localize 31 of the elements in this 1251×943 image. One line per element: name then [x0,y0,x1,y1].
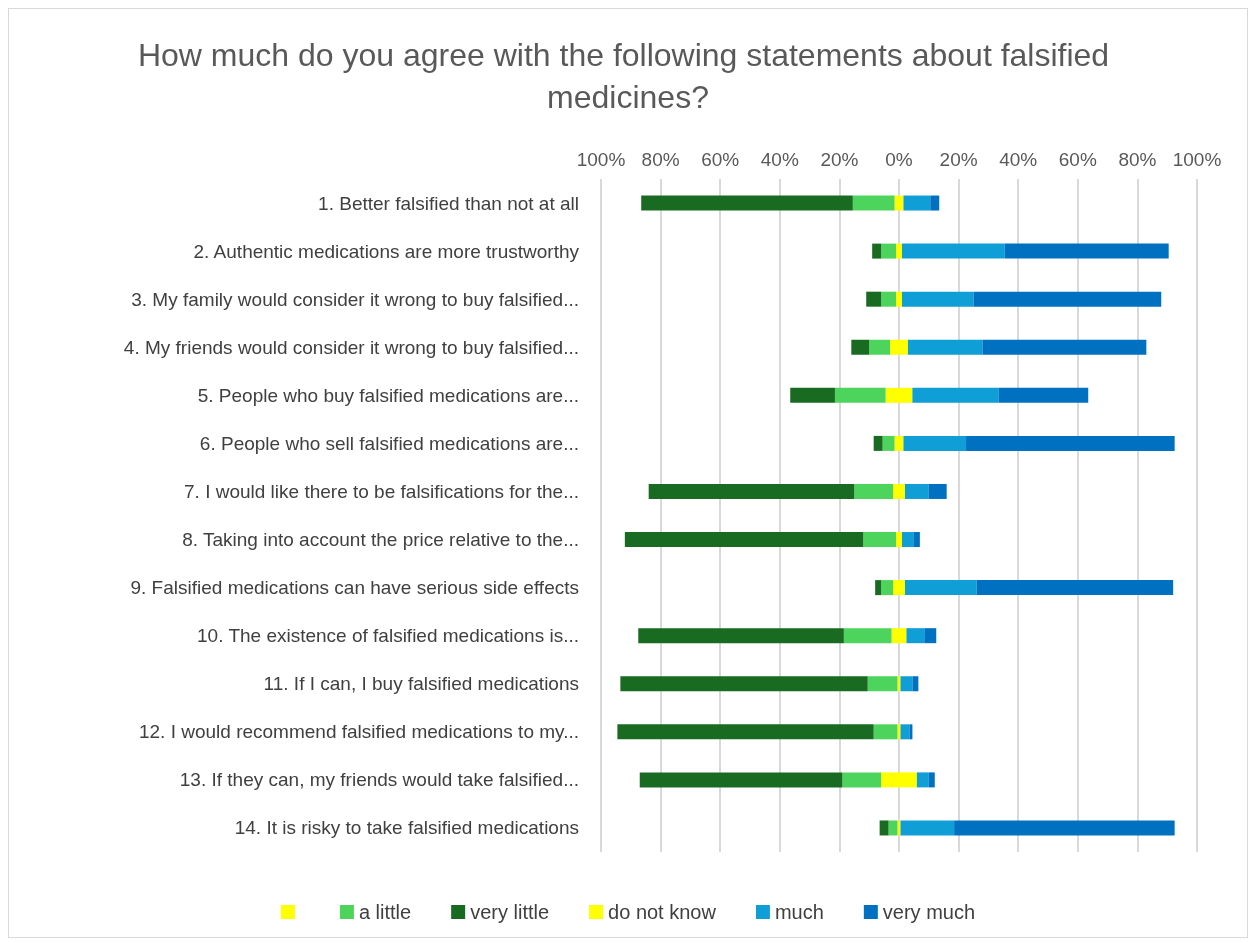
y-tick-label: 11. If I can, I buy falsified medications [263,673,579,695]
legend-label: much [774,901,824,923]
y-tick-label: 9. Falsified medications can have serious side effects [130,577,579,599]
x-tick-label: 20% [939,149,978,170]
y-tick-label: 10. The existence of falsified medications is... [197,625,579,647]
legend-label: do not know [608,901,717,923]
y-tick-label: 8. Taking into account the price relative to the... [182,529,579,551]
y-tick-label: 5. People who buy falsified medications are... [197,384,579,406]
legend-label: a little [358,901,412,923]
x-tick-label: 60% [701,149,740,170]
y-tick-label: 3. My family would consider it wrong to buy falsified... [131,288,579,310]
y-tick-label: 13. If they can, my friends would take falsified... [179,769,579,791]
x-tick-label: 20% [820,149,859,170]
x-tick-label: 80% [1118,149,1157,170]
y-tick-label: 4. My friends would consider it wrong to buy falsified... [123,336,579,358]
legend-label: very little [470,901,550,923]
x-tick-label: 80% [641,149,680,170]
y-tick-label: 2. Authentic medications are more trustworthy [193,240,580,262]
y-tick-label: 12. I would recommend falsified medications to my... [138,721,579,743]
legend-label: very much [882,901,976,923]
x-tick-label: 40% [760,149,799,170]
x-tick-label: 40% [999,149,1038,170]
y-tick-label: 14. It is risky to take falsified medications [234,817,579,839]
x-tick-label: 100% [1172,149,1222,170]
y-tick-label: 1. Better falsified than not at all [318,192,579,214]
x-tick-label: 0% [885,149,913,170]
y-tick-label: 6. People who sell falsified medications are... [199,432,579,454]
x-tick-label: 60% [1058,149,1097,170]
chart-title: How much do you agree with the following statements about falsified medicines? [137,37,1119,115]
x-tick-label: 100% [576,149,626,170]
y-tick-label: 7. I would like there to be falsifications for the... [184,480,579,502]
